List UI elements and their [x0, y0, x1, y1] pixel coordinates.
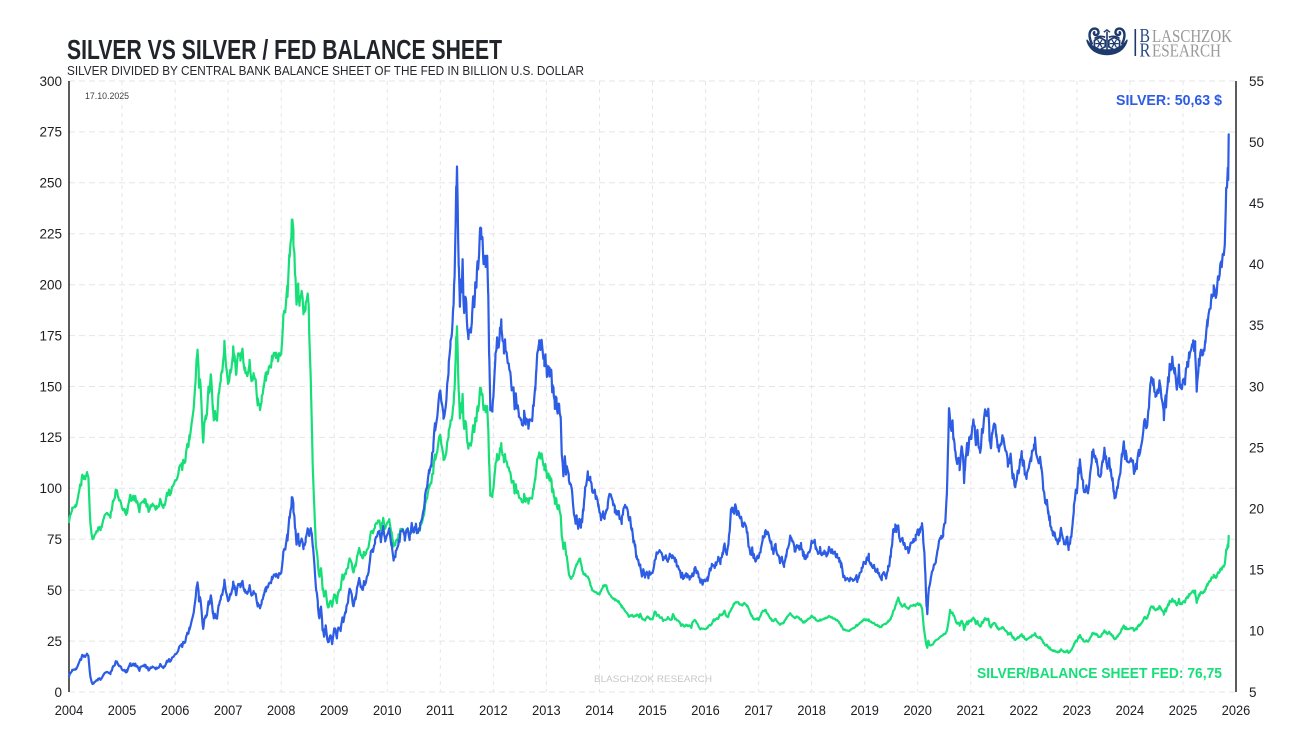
svg-text:BLASCHZOK RESEARCH: BLASCHZOK RESEARCH [594, 674, 712, 685]
svg-text:2019: 2019 [850, 703, 879, 718]
svg-text:2025: 2025 [1169, 703, 1198, 718]
svg-text:2005: 2005 [108, 703, 137, 718]
svg-text:300: 300 [39, 74, 62, 89]
svg-text:2015: 2015 [638, 703, 667, 718]
svg-text:75: 75 [47, 532, 62, 547]
svg-text:2012: 2012 [479, 703, 508, 718]
svg-text:2016: 2016 [691, 703, 720, 718]
svg-text:225: 225 [39, 227, 62, 242]
svg-text:2017: 2017 [744, 703, 773, 718]
svg-text:SILVER/BALANCE SHEET FED: 76,7: SILVER/BALANCE SHEET FED: 76,75 [977, 666, 1222, 682]
svg-text:15: 15 [1249, 563, 1264, 578]
svg-text:LASCHZOK: LASCHZOK [1152, 26, 1232, 46]
svg-text:R: R [1140, 40, 1151, 62]
svg-text:2006: 2006 [161, 703, 190, 718]
svg-text:25: 25 [1249, 440, 1264, 455]
svg-text:125: 125 [39, 430, 62, 445]
svg-text:2004: 2004 [55, 703, 84, 718]
svg-text:100: 100 [39, 481, 62, 496]
svg-text:2021: 2021 [957, 703, 986, 718]
svg-text:ESEARCH: ESEARCH [1152, 41, 1221, 61]
svg-text:35: 35 [1249, 318, 1264, 333]
svg-text:250: 250 [39, 176, 62, 191]
svg-text:275: 275 [39, 125, 62, 140]
svg-text:0: 0 [54, 685, 62, 700]
svg-text:2010: 2010 [373, 703, 402, 718]
svg-text:20: 20 [1249, 502, 1264, 517]
svg-text:2014: 2014 [585, 703, 614, 718]
svg-text:40: 40 [1249, 257, 1264, 272]
svg-text:10: 10 [1249, 624, 1264, 639]
svg-text:2008: 2008 [267, 703, 296, 718]
svg-text:SILVER VS SILVER / FED BALANCE: SILVER VS SILVER / FED BALANCE SHEET [67, 34, 502, 65]
svg-text:200: 200 [39, 278, 62, 293]
svg-text:2007: 2007 [214, 703, 243, 718]
svg-text:2024: 2024 [1116, 703, 1145, 718]
svg-text:SILVER: 50,63 $: SILVER: 50,63 $ [1116, 93, 1222, 109]
svg-text:175: 175 [39, 328, 62, 343]
svg-text:150: 150 [39, 379, 62, 394]
svg-text:5: 5 [1249, 685, 1257, 700]
svg-text:2013: 2013 [532, 703, 561, 718]
svg-text:2009: 2009 [320, 703, 349, 718]
svg-text:50: 50 [1249, 135, 1264, 150]
svg-text:B: B [1140, 25, 1151, 47]
svg-text:2023: 2023 [1063, 703, 1092, 718]
svg-text:2020: 2020 [903, 703, 932, 718]
svg-text:2011: 2011 [426, 703, 455, 718]
svg-text:2018: 2018 [797, 703, 826, 718]
svg-text:55: 55 [1249, 74, 1264, 89]
svg-text:45: 45 [1249, 196, 1264, 211]
svg-text:25: 25 [47, 634, 62, 649]
svg-text:2026: 2026 [1222, 703, 1251, 718]
svg-text:2022: 2022 [1010, 703, 1039, 718]
svg-text:50: 50 [47, 583, 62, 598]
svg-text:SILVER DIVIDED BY CENTRAL BANK: SILVER DIVIDED BY CENTRAL BANK BALANCE S… [67, 63, 584, 78]
svg-text:30: 30 [1249, 379, 1264, 394]
svg-text:17.10.2025: 17.10.2025 [85, 91, 129, 101]
